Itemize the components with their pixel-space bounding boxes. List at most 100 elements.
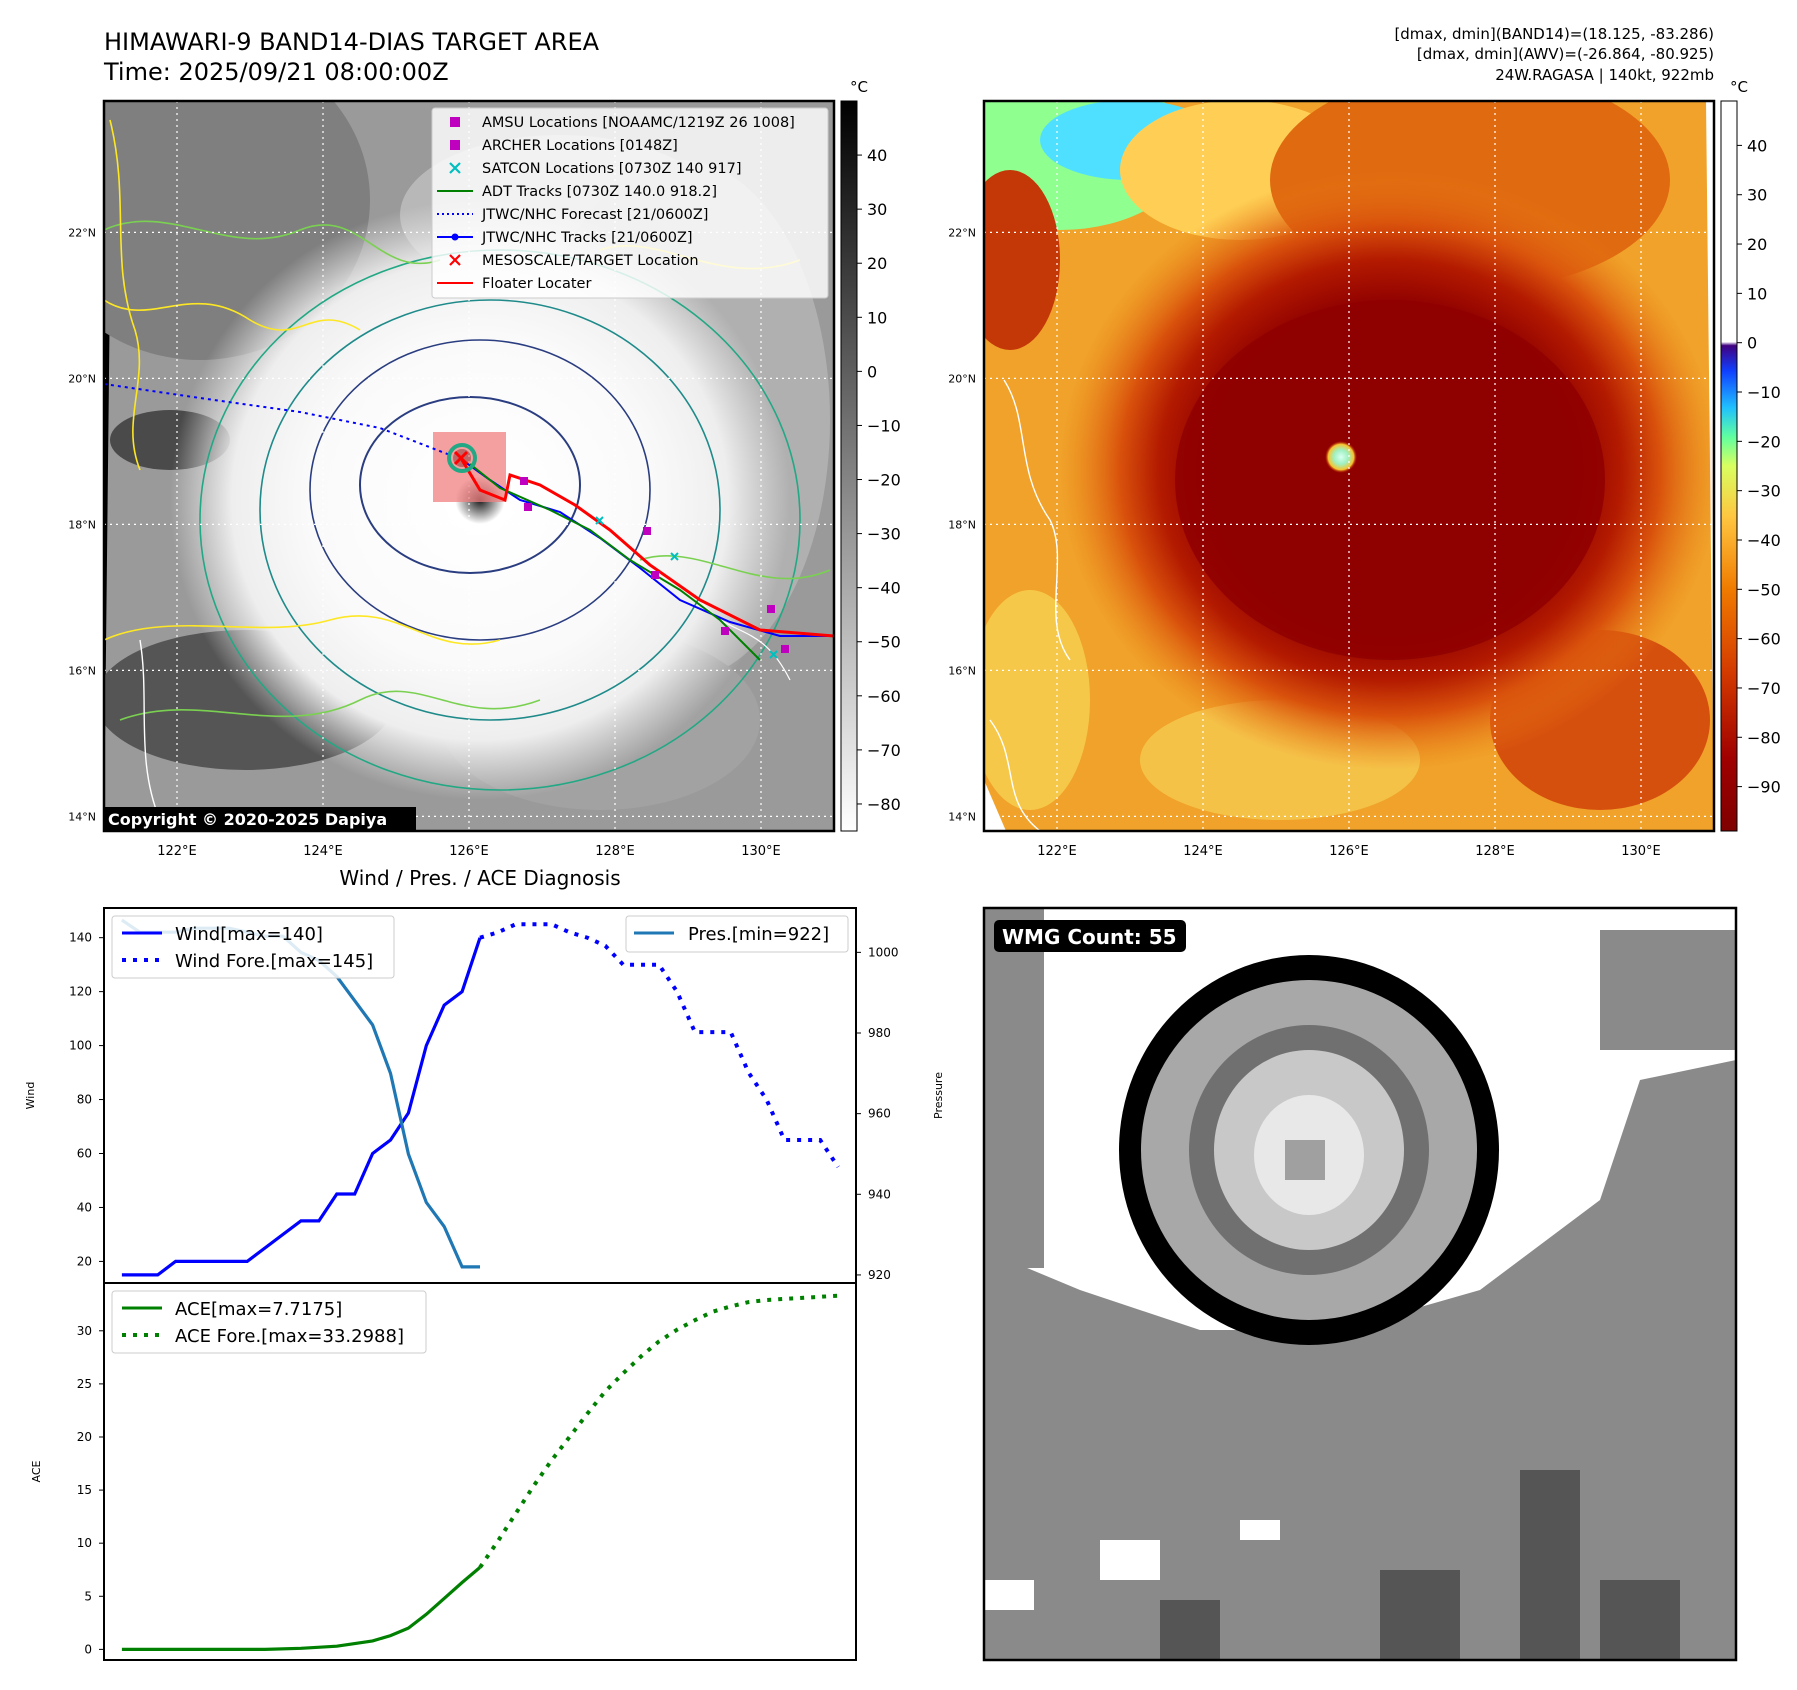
awv-map-panel: 122°E 124°E 126°E 128°E 130°E 22°N 20°N 18°N 16°… [948, 99, 1716, 859]
pressure-tick-label: 920 [868, 1268, 891, 1282]
ir-lat-tick: 18°N [68, 518, 96, 531]
ir-lon-tick: 122°E [157, 844, 197, 859]
legend-label: JTWC/NHC Forecast [21/0600Z] [481, 207, 708, 223]
colorbar-tick-label: −10 [1747, 383, 1781, 402]
legend-entry: ADT Tracks [0730Z 140.0 918.2] [437, 184, 717, 200]
ace-legend-box [111, 1290, 427, 1354]
wind-tick-label: 40 [77, 1200, 92, 1214]
wmg-frame [982, 906, 1738, 1662]
satcon-markers [595, 516, 778, 659]
wmg-count-text: WMG Count: 55 [1002, 925, 1177, 949]
legend-entry: ARCHER Locations [0148Z] [450, 138, 678, 154]
colorbar-tick-label: 30 [1747, 186, 1767, 205]
awv-lat-tick: 22°N [948, 226, 976, 239]
awv-gridlines [984, 101, 1714, 831]
awv-colorbar-unit: °C [1730, 78, 1748, 96]
wmg-panel: WMG Count: 55 [982, 906, 1738, 1662]
wind-tick-label: 140 [69, 931, 92, 945]
ir-map-frame [102, 99, 836, 833]
ir-axis-ticks: 122°E 124°E 126°E 128°E 130°E 22°N 20°N 18°N 16°… [68, 226, 781, 859]
wind-series-line [121, 937, 482, 1277]
colorbar-tick-label: −20 [867, 471, 901, 490]
ir-colorbar: °C 40 30 20 10 0 −10 −20 −30 −40 −50 −60 −70 −80 [840, 78, 901, 832]
ir-tracks [104, 383, 834, 661]
stats-line2: [dmax, dmin](AWV)=(-26.864, -80.925) [1417, 45, 1714, 63]
colorbar-tick-label: −50 [867, 633, 901, 652]
colorbar-tick-label: 0 [867, 362, 877, 381]
wind-legend-label: Wind Fore.[max=145] [175, 951, 373, 972]
ace-tick-label: 5 [84, 1589, 92, 1603]
wind-axis-label: Wind [24, 1082, 37, 1110]
wmg-image [984, 908, 1736, 1660]
wind-tick-label: 100 [69, 1039, 92, 1053]
ir-colorbar-unit: °C [850, 78, 868, 96]
storm-summary: 24W.RAGASA | 140kt, 922mb [1495, 66, 1714, 84]
ir-lon-tick: 130°E [741, 844, 781, 859]
legend-entry: JTWC/NHC Tracks [21/0600Z] [437, 230, 693, 246]
pressure-tick-label: 960 [868, 1107, 891, 1121]
legend-entry: Floater Locater [437, 276, 591, 292]
awv-lon-tick: 124°E [1183, 844, 1223, 859]
ace-legend-label: ACE Fore.[max=33.2988] [175, 1326, 404, 1347]
copyright-badge: Copyright © 2020-2025 Dapiya [104, 807, 416, 831]
legend-marker-square [450, 140, 460, 150]
ace-tick-label: 0 [84, 1642, 92, 1656]
colorbar-tick-label: 40 [867, 146, 887, 165]
awv-lat-tick: 16°N [948, 664, 976, 677]
ace-tick-label: 25 [77, 1377, 92, 1391]
colorbar-tick-label: −70 [1747, 679, 1781, 698]
wind-tick-label: 80 [77, 1093, 92, 1107]
colorbar-tick-label: 20 [867, 254, 887, 273]
legend-marker-x [449, 162, 461, 174]
ir-lat-tick: 16°N [68, 664, 96, 677]
legend-label: SATCON Locations [0730Z 140 917] [482, 161, 741, 177]
colorbar-tick-label: −60 [1747, 630, 1781, 649]
awv-image [984, 101, 1714, 831]
pressure-tick-label: 1000 [868, 945, 899, 959]
ace-tick-label: 10 [77, 1536, 92, 1550]
pressure-tick-label: 940 [868, 1187, 891, 1201]
wind-pressure-chart: 20 40 60 80 100 120 140 920 940 960 980 1000 Wind Pre… [24, 907, 945, 1284]
awv-lon-tick: 130°E [1621, 844, 1661, 859]
colorbar-tick-label: 0 [1747, 334, 1757, 353]
figure-title-line1: HIMAWARI-9 BAND14-DIAS TARGET AREA [104, 28, 600, 56]
pressure-tick-label: 980 [868, 1026, 891, 1040]
ace-tick-label: 15 [77, 1483, 92, 1497]
colorbar-tick-label: −20 [1747, 432, 1781, 451]
awv-lat-tick: 18°N [948, 518, 976, 531]
jtwc-forecast-track [104, 383, 451, 456]
awv-lat-tick: 20°N [948, 372, 976, 385]
awv-lon-tick: 122°E [1037, 844, 1077, 859]
colorbar-tick-label: −40 [1747, 531, 1781, 550]
legend-label: ADT Tracks [0730Z 140.0 918.2] [482, 184, 717, 200]
wind-tick-label: 20 [77, 1254, 92, 1268]
colorbar-tick-label: 30 [867, 200, 887, 219]
wind-tick-label: 60 [77, 1147, 92, 1161]
target-marker [453, 450, 469, 466]
wind-legend-box [111, 915, 395, 979]
map-legend: AMSU Locations [NOAAMC/1219Z 26 1008] ARC… [431, 107, 829, 299]
copyright-text: Copyright © 2020-2025 Dapiya [108, 810, 387, 829]
legend-label: AMSU Locations [NOAAMC/1219Z 26 1008] [482, 115, 795, 131]
colorbar-tick-label: −90 [1747, 778, 1781, 797]
ace-tick-label: 20 [77, 1430, 92, 1444]
legend-label: Floater Locater [482, 276, 591, 292]
ace-forecast-series-line [478, 1293, 839, 1569]
legend-entry: MESOSCALE/TARGET Location [449, 253, 699, 269]
stats-line1: [dmax, dmin](BAND14)=(18.125, -83.286) [1394, 25, 1714, 43]
legend-entry: JTWC/NHC Forecast [21/0600Z] [437, 207, 708, 223]
awv-lon-tick: 126°E [1329, 844, 1369, 859]
ace-tick-label: 30 [77, 1324, 92, 1338]
adt-track [469, 463, 761, 661]
wind-tick-label: 120 [69, 985, 92, 999]
wmg-count-badge: WMG Count: 55 [994, 920, 1186, 952]
legend-marker-dot [451, 233, 459, 241]
colorbar-tick-label: −30 [867, 525, 901, 544]
colorbar-tick-label: −50 [1747, 580, 1781, 599]
colorbar-tick-label: −70 [867, 741, 901, 760]
colorbar-tick-label: −30 [1747, 482, 1781, 501]
ace-series-line [121, 1566, 482, 1652]
pressure-axis-label: Pressure [932, 1072, 945, 1119]
diagnosis-title: Wind / Pres. / ACE Diagnosis [339, 866, 620, 890]
colorbar-tick-label: −60 [867, 687, 901, 706]
